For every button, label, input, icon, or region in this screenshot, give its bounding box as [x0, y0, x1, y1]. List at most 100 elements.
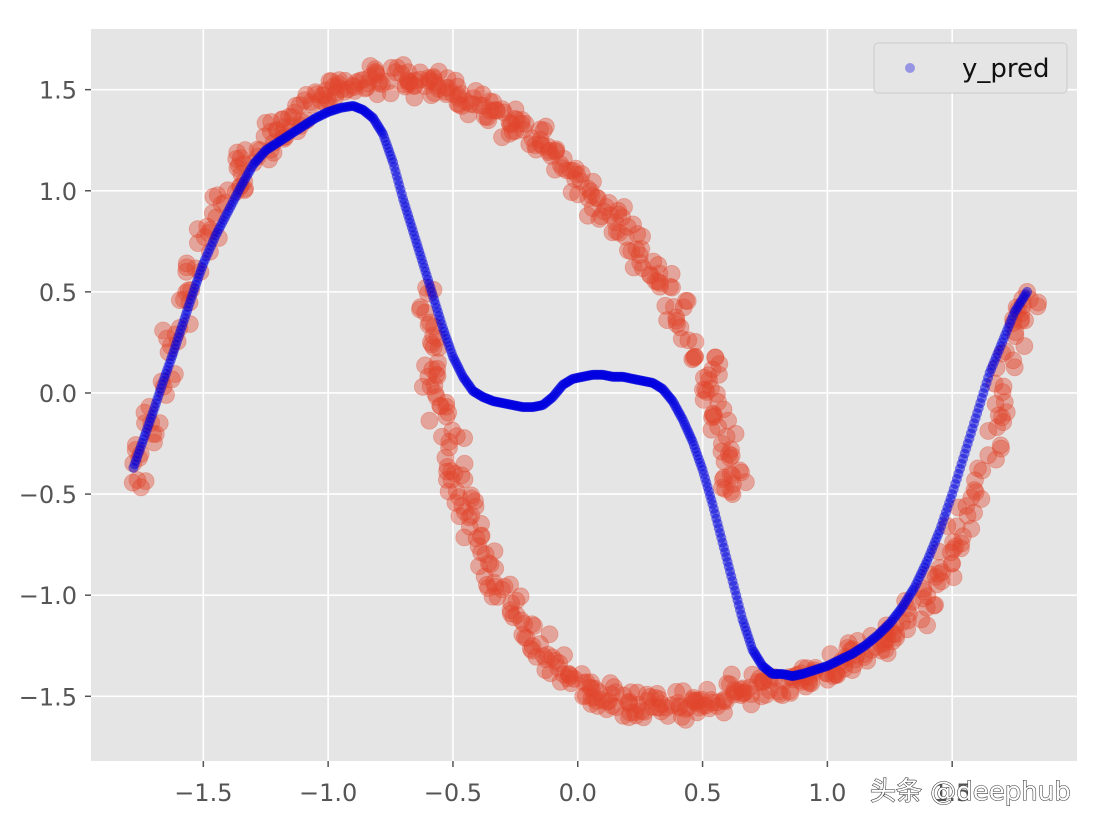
band-point [367, 66, 386, 84]
band-point [437, 470, 456, 489]
band-point [914, 589, 933, 608]
band-point [1028, 297, 1047, 316]
band-point [699, 366, 718, 385]
band-point [344, 76, 363, 95]
band-point [443, 421, 462, 440]
band-point [475, 107, 494, 126]
y-tick-label: 0.0 [39, 380, 77, 408]
band-point [367, 64, 385, 82]
band-point [726, 424, 745, 443]
band-point [732, 463, 751, 482]
band-point [587, 691, 606, 710]
band-point [972, 490, 991, 508]
band-point [618, 218, 637, 236]
band-point [721, 465, 740, 484]
band-point [603, 696, 622, 715]
band-point [428, 359, 447, 378]
band-point [952, 534, 971, 553]
band-point [272, 110, 291, 129]
band-point [419, 367, 438, 386]
band-point [506, 121, 525, 140]
band-point [465, 95, 483, 114]
band-point [462, 489, 481, 508]
band-point [506, 100, 525, 119]
y-tick-label: −1.5 [19, 683, 77, 711]
band-point [995, 393, 1014, 412]
band-point [708, 697, 727, 716]
band-point [979, 422, 998, 440]
band-point [438, 462, 457, 481]
band-point [539, 137, 557, 156]
band-point [437, 407, 456, 426]
band-point [345, 81, 364, 100]
band-point [177, 258, 196, 277]
band-point [396, 75, 415, 94]
band-point [760, 681, 779, 699]
band-point [557, 161, 576, 180]
band-point [399, 63, 418, 82]
band-point [400, 72, 419, 91]
band-point [715, 690, 734, 709]
band-point [262, 113, 281, 131]
band-point [716, 692, 735, 711]
band-point [495, 577, 514, 596]
band-point [668, 315, 686, 334]
band-point [887, 628, 906, 647]
band-point [633, 227, 651, 246]
band-point [132, 478, 150, 497]
band-point [586, 679, 604, 698]
band-point [678, 292, 697, 310]
band-point [696, 380, 715, 399]
band-point [317, 81, 335, 100]
band-point [707, 385, 726, 403]
band-point [531, 135, 550, 153]
band-point [662, 265, 681, 283]
band-point [958, 506, 977, 525]
band-point [332, 80, 351, 99]
band-point [464, 89, 483, 107]
band-point [302, 93, 320, 111]
band-point [429, 62, 448, 81]
band-point [656, 296, 675, 315]
band-point [467, 529, 486, 548]
band-point [546, 141, 565, 160]
band-point [613, 208, 632, 227]
band-point [944, 533, 963, 551]
band-point [493, 128, 511, 147]
band-point [709, 392, 727, 411]
band-point [941, 543, 960, 562]
band-point [448, 94, 467, 113]
band-point [452, 97, 471, 115]
band-point [952, 539, 970, 558]
x-tick-label: 1.0 [808, 779, 846, 807]
band-point [425, 84, 444, 102]
band-point [388, 58, 407, 77]
band-point [450, 507, 469, 526]
band-point [619, 693, 638, 712]
band-point [503, 122, 522, 141]
band-point [602, 685, 621, 704]
band-point [411, 298, 430, 317]
band-point [481, 101, 500, 120]
band-point [536, 117, 555, 136]
band-point [872, 641, 891, 660]
band-point [601, 674, 620, 693]
band-point [646, 272, 665, 291]
band-point [667, 308, 686, 327]
legend: y_pred [873, 42, 1068, 94]
band-point [714, 691, 733, 710]
band-point [621, 703, 639, 722]
band-point [722, 440, 740, 459]
band-point [582, 688, 601, 707]
band-point [493, 580, 511, 599]
band-point [644, 252, 663, 271]
band-point [515, 628, 534, 647]
band-point [662, 696, 681, 714]
band-point [965, 481, 984, 499]
band-point [420, 73, 439, 91]
band-point [722, 482, 741, 501]
band-point [512, 114, 531, 133]
band-point [427, 365, 446, 384]
band-point [366, 60, 385, 79]
